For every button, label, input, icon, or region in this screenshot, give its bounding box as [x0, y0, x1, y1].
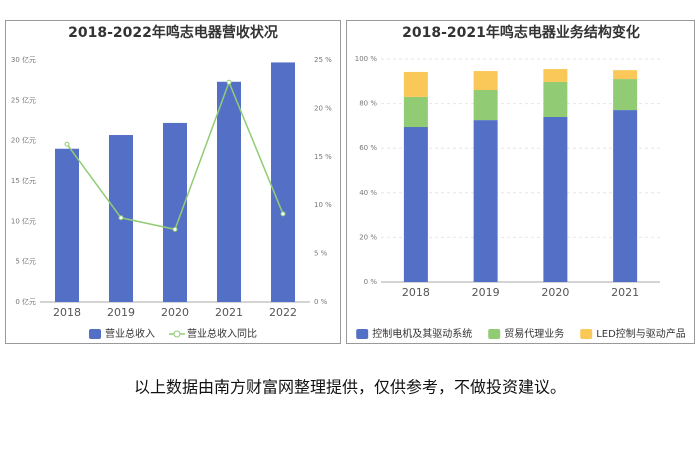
y-tick-label: 20 亿元	[11, 136, 36, 145]
chart-title: 2018-2022年鸣志电器营收状况	[68, 24, 278, 41]
y-tick-label: 15 亿元	[11, 176, 36, 185]
bar-segment	[543, 81, 568, 117]
y2-tick-label: 0 %	[314, 298, 328, 306]
y2-tick-label: 5 %	[314, 250, 328, 258]
bar-segment	[543, 69, 568, 82]
point	[118, 215, 124, 221]
x-tick-label: 2018	[53, 306, 81, 319]
point	[226, 79, 232, 85]
bar-segment	[403, 127, 428, 282]
y-tick-label: 30 亿元	[11, 55, 36, 64]
bar-segment	[543, 116, 568, 282]
caption: 以上数据由南方财富网整理提供，仅供参考，不做投资建议。	[134, 378, 566, 397]
x-tick-label: 2020	[541, 286, 569, 299]
x-tick-label: 2019	[472, 286, 500, 299]
bar-segment	[473, 120, 498, 283]
y-tick-label: 40 %	[359, 189, 377, 197]
bar	[217, 81, 241, 302]
bar-segment	[473, 71, 498, 90]
y-tick-label: 100 %	[355, 55, 378, 63]
legend-swatch	[173, 330, 181, 338]
chart-title: 2018-2021年鸣志电器业务结构变化	[402, 24, 640, 41]
point	[64, 141, 70, 147]
x-tick-label: 2022	[269, 306, 297, 319]
y2-tick-label: 10 %	[314, 201, 332, 209]
bar-segment	[473, 89, 498, 121]
legend-swatch	[488, 329, 501, 339]
y-tick-label: 0 亿元	[15, 297, 36, 306]
y2-tick-label: 20 %	[314, 104, 332, 112]
bar	[163, 122, 187, 302]
legend-swatch	[89, 329, 101, 339]
legend-swatch	[356, 329, 369, 339]
x-tick-label: 2021	[215, 306, 243, 319]
y-tick-label: 25 亿元	[11, 95, 36, 104]
y2-tick-label: 15 %	[314, 153, 332, 161]
y-tick-label: 60 %	[359, 144, 377, 152]
point	[172, 226, 178, 232]
x-tick-label: 2020	[161, 306, 189, 319]
bar-segment	[403, 71, 428, 97]
legend-label: 控制电机及其驱动系统	[372, 327, 472, 340]
legend-label: 贸易代理业务	[504, 327, 564, 340]
legend-label: 营业总收入	[105, 327, 155, 340]
bar-segment	[613, 70, 638, 80]
y-tick-label: 5 亿元	[15, 257, 36, 266]
bar	[271, 62, 295, 302]
x-tick-label: 2018	[402, 286, 430, 299]
bar-segment	[613, 110, 638, 282]
bar-segment	[613, 79, 638, 111]
y-tick-label: 10 亿元	[11, 216, 36, 225]
legend-label: 营业总收入同比	[187, 327, 257, 340]
x-tick-label: 2019	[107, 306, 135, 319]
y2-tick-label: 25 %	[314, 56, 332, 64]
y-tick-label: 0 %	[364, 278, 378, 286]
bar	[55, 148, 79, 302]
bar-segment	[403, 96, 428, 128]
y-tick-label: 80 %	[359, 100, 377, 108]
panel	[346, 20, 695, 344]
legend-swatch	[580, 329, 593, 339]
point	[280, 211, 286, 217]
x-tick-label: 2021	[611, 286, 639, 299]
legend-label: LED控制与驱动产品	[596, 327, 686, 340]
y-tick-label: 20 %	[359, 233, 377, 241]
